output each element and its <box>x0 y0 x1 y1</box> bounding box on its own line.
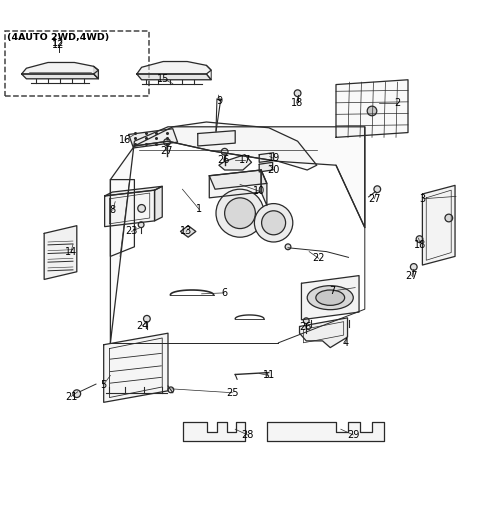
Polygon shape <box>137 62 211 74</box>
Text: 13: 13 <box>180 227 192 236</box>
Text: 25: 25 <box>226 388 239 398</box>
Text: 3: 3 <box>420 194 425 204</box>
Circle shape <box>303 318 309 323</box>
Polygon shape <box>183 421 245 440</box>
Text: 12: 12 <box>52 38 65 48</box>
Text: 4: 4 <box>343 338 348 348</box>
Text: 26: 26 <box>217 155 230 165</box>
Text: 16: 16 <box>119 135 131 145</box>
Text: 29: 29 <box>347 430 360 440</box>
Ellipse shape <box>316 290 345 305</box>
Ellipse shape <box>307 286 353 310</box>
Polygon shape <box>134 122 317 170</box>
Polygon shape <box>209 170 267 189</box>
Text: 2: 2 <box>394 98 401 108</box>
Text: (4AUTO 2WD,4WD): (4AUTO 2WD,4WD) <box>7 33 109 42</box>
Text: 15: 15 <box>157 74 169 84</box>
Polygon shape <box>336 80 408 137</box>
Polygon shape <box>198 131 235 146</box>
Text: 9: 9 <box>217 96 223 106</box>
Circle shape <box>285 244 291 250</box>
Polygon shape <box>219 155 252 170</box>
Text: 14: 14 <box>65 247 77 256</box>
Circle shape <box>225 198 255 229</box>
Text: 19: 19 <box>267 153 280 163</box>
Text: 8: 8 <box>110 205 116 215</box>
Circle shape <box>367 106 377 116</box>
Text: 27: 27 <box>160 146 172 156</box>
Circle shape <box>410 263 417 270</box>
Text: 22: 22 <box>312 253 325 263</box>
Text: 27: 27 <box>368 194 381 204</box>
Text: 18: 18 <box>414 240 427 251</box>
Polygon shape <box>129 129 178 148</box>
Polygon shape <box>44 226 77 279</box>
Circle shape <box>374 186 381 193</box>
Polygon shape <box>267 421 384 440</box>
Text: 18: 18 <box>290 98 303 108</box>
Circle shape <box>416 236 423 243</box>
Polygon shape <box>22 74 98 79</box>
Polygon shape <box>137 74 211 80</box>
Circle shape <box>262 211 286 235</box>
Text: 20: 20 <box>267 165 280 175</box>
Polygon shape <box>105 190 155 227</box>
Text: 17: 17 <box>239 155 252 165</box>
Circle shape <box>138 222 144 228</box>
Text: 5: 5 <box>100 380 107 390</box>
Text: 24: 24 <box>136 320 148 330</box>
Circle shape <box>216 189 264 237</box>
Text: 1: 1 <box>196 204 202 214</box>
Polygon shape <box>155 186 162 221</box>
Polygon shape <box>94 66 98 79</box>
Polygon shape <box>104 333 168 402</box>
Polygon shape <box>300 318 348 347</box>
Text: 23: 23 <box>125 227 138 236</box>
Polygon shape <box>209 170 261 198</box>
Circle shape <box>168 387 174 393</box>
Polygon shape <box>301 276 359 320</box>
Polygon shape <box>259 162 273 172</box>
Text: 28: 28 <box>241 430 254 440</box>
Circle shape <box>164 139 170 146</box>
Text: 12: 12 <box>52 40 65 50</box>
Polygon shape <box>422 185 455 265</box>
Polygon shape <box>110 127 365 343</box>
Polygon shape <box>22 62 98 74</box>
Text: 6: 6 <box>221 288 227 298</box>
Circle shape <box>144 315 150 322</box>
Polygon shape <box>180 226 196 237</box>
Text: 7: 7 <box>329 286 336 296</box>
Text: 21: 21 <box>65 392 77 402</box>
Text: 10: 10 <box>253 186 265 196</box>
Circle shape <box>221 148 228 155</box>
Text: 27: 27 <box>406 271 418 280</box>
Circle shape <box>294 90 301 97</box>
Polygon shape <box>259 153 274 162</box>
Circle shape <box>445 214 453 222</box>
Polygon shape <box>105 186 162 196</box>
Text: 26: 26 <box>299 322 312 332</box>
Circle shape <box>73 390 81 397</box>
Polygon shape <box>261 170 267 205</box>
Text: 11: 11 <box>263 370 275 380</box>
Circle shape <box>254 204 293 242</box>
Circle shape <box>138 205 145 212</box>
